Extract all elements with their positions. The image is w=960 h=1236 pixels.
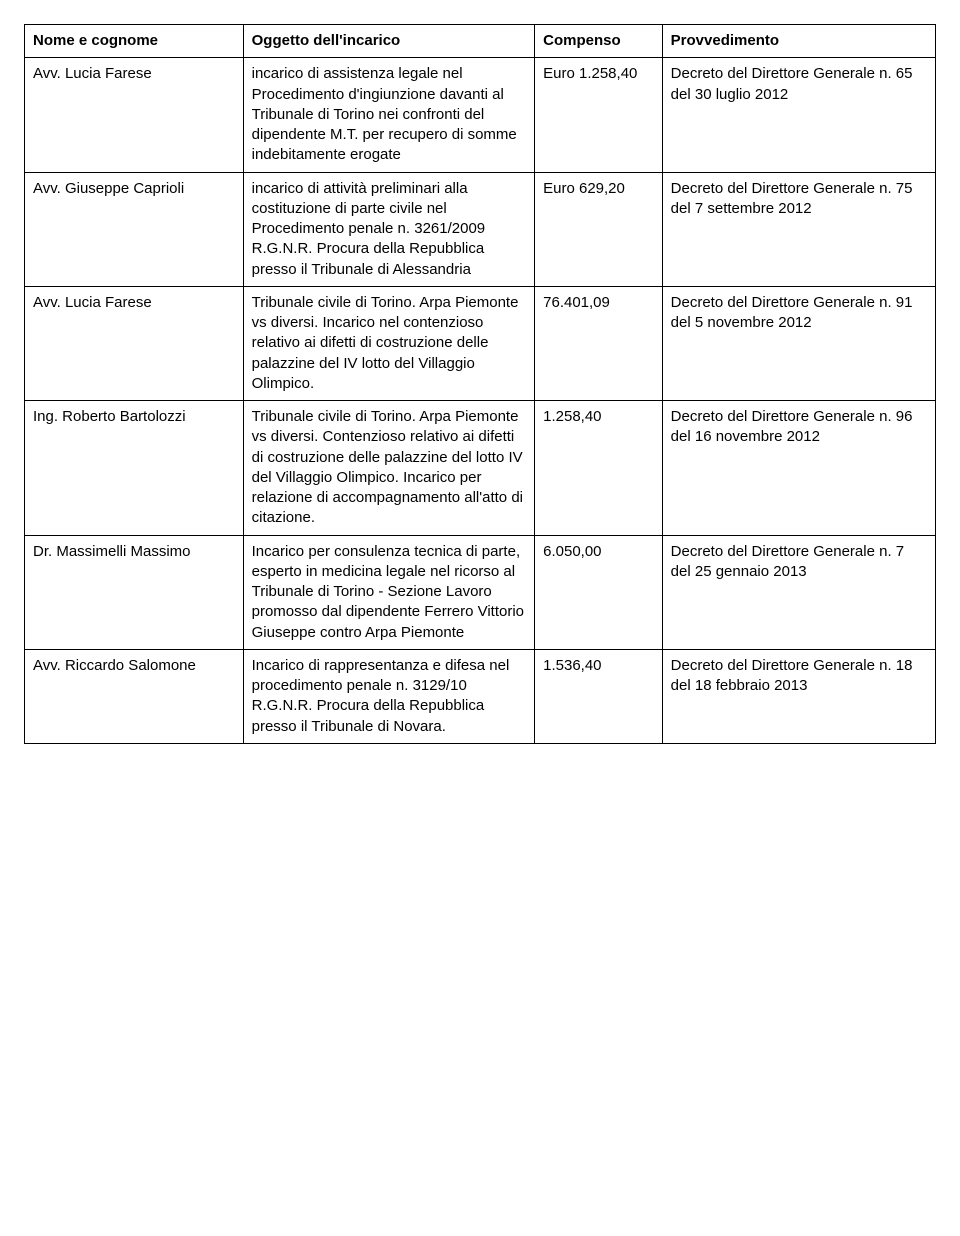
col-header-comp: Compenso [535, 25, 663, 58]
table-row: Avv. Riccardo Salomone Incarico di rappr… [25, 649, 936, 743]
cell-object: Incarico di rappresentanza e difesa nel … [243, 649, 535, 743]
cell-name: Avv. Riccardo Salomone [25, 649, 244, 743]
incarichi-table: Nome e cognome Oggetto dell'incarico Com… [24, 24, 936, 744]
col-header-prov: Provvedimento [662, 25, 935, 58]
cell-prov: Decreto del Direttore Generale n. 96 del… [662, 401, 935, 536]
col-header-object: Oggetto dell'incarico [243, 25, 535, 58]
table-row: Ing. Roberto Bartolozzi Tribunale civile… [25, 401, 936, 536]
table-row: Avv. Lucia Farese Tribunale civile di To… [25, 286, 936, 400]
cell-prov: Decreto del Direttore Generale n. 7 del … [662, 535, 935, 649]
table-body: Avv. Lucia Farese incarico di assistenza… [25, 58, 936, 744]
table-header-row: Nome e cognome Oggetto dell'incarico Com… [25, 25, 936, 58]
table-row: Dr. Massimelli Massimo Incarico per cons… [25, 535, 936, 649]
cell-object: Tribunale civile di Torino. Arpa Piemont… [243, 401, 535, 536]
cell-prov: Decreto del Direttore Generale n. 65 del… [662, 58, 935, 172]
cell-object: incarico di attività preliminari alla co… [243, 172, 535, 286]
col-header-name: Nome e cognome [25, 25, 244, 58]
cell-comp: 76.401,09 [535, 286, 663, 400]
cell-comp: 6.050,00 [535, 535, 663, 649]
cell-object: incarico di assistenza legale nel Proced… [243, 58, 535, 172]
cell-name: Dr. Massimelli Massimo [25, 535, 244, 649]
cell-prov: Decreto del Direttore Generale n. 75 del… [662, 172, 935, 286]
cell-name: Avv. Lucia Farese [25, 58, 244, 172]
cell-prov: Decreto del Direttore Generale n. 91 del… [662, 286, 935, 400]
cell-name: Avv. Lucia Farese [25, 286, 244, 400]
cell-comp: Euro 1.258,40 [535, 58, 663, 172]
cell-comp: 1.536,40 [535, 649, 663, 743]
cell-object: Tribunale civile di Torino. Arpa Piemont… [243, 286, 535, 400]
cell-prov: Decreto del Direttore Generale n. 18 del… [662, 649, 935, 743]
cell-object: Incarico per consulenza tecnica di parte… [243, 535, 535, 649]
cell-comp: 1.258,40 [535, 401, 663, 536]
cell-name: Ing. Roberto Bartolozzi [25, 401, 244, 536]
cell-name: Avv. Giuseppe Caprioli [25, 172, 244, 286]
table-row: Avv. Lucia Farese incarico di assistenza… [25, 58, 936, 172]
cell-comp: Euro 629,20 [535, 172, 663, 286]
table-row: Avv. Giuseppe Caprioli incarico di attiv… [25, 172, 936, 286]
